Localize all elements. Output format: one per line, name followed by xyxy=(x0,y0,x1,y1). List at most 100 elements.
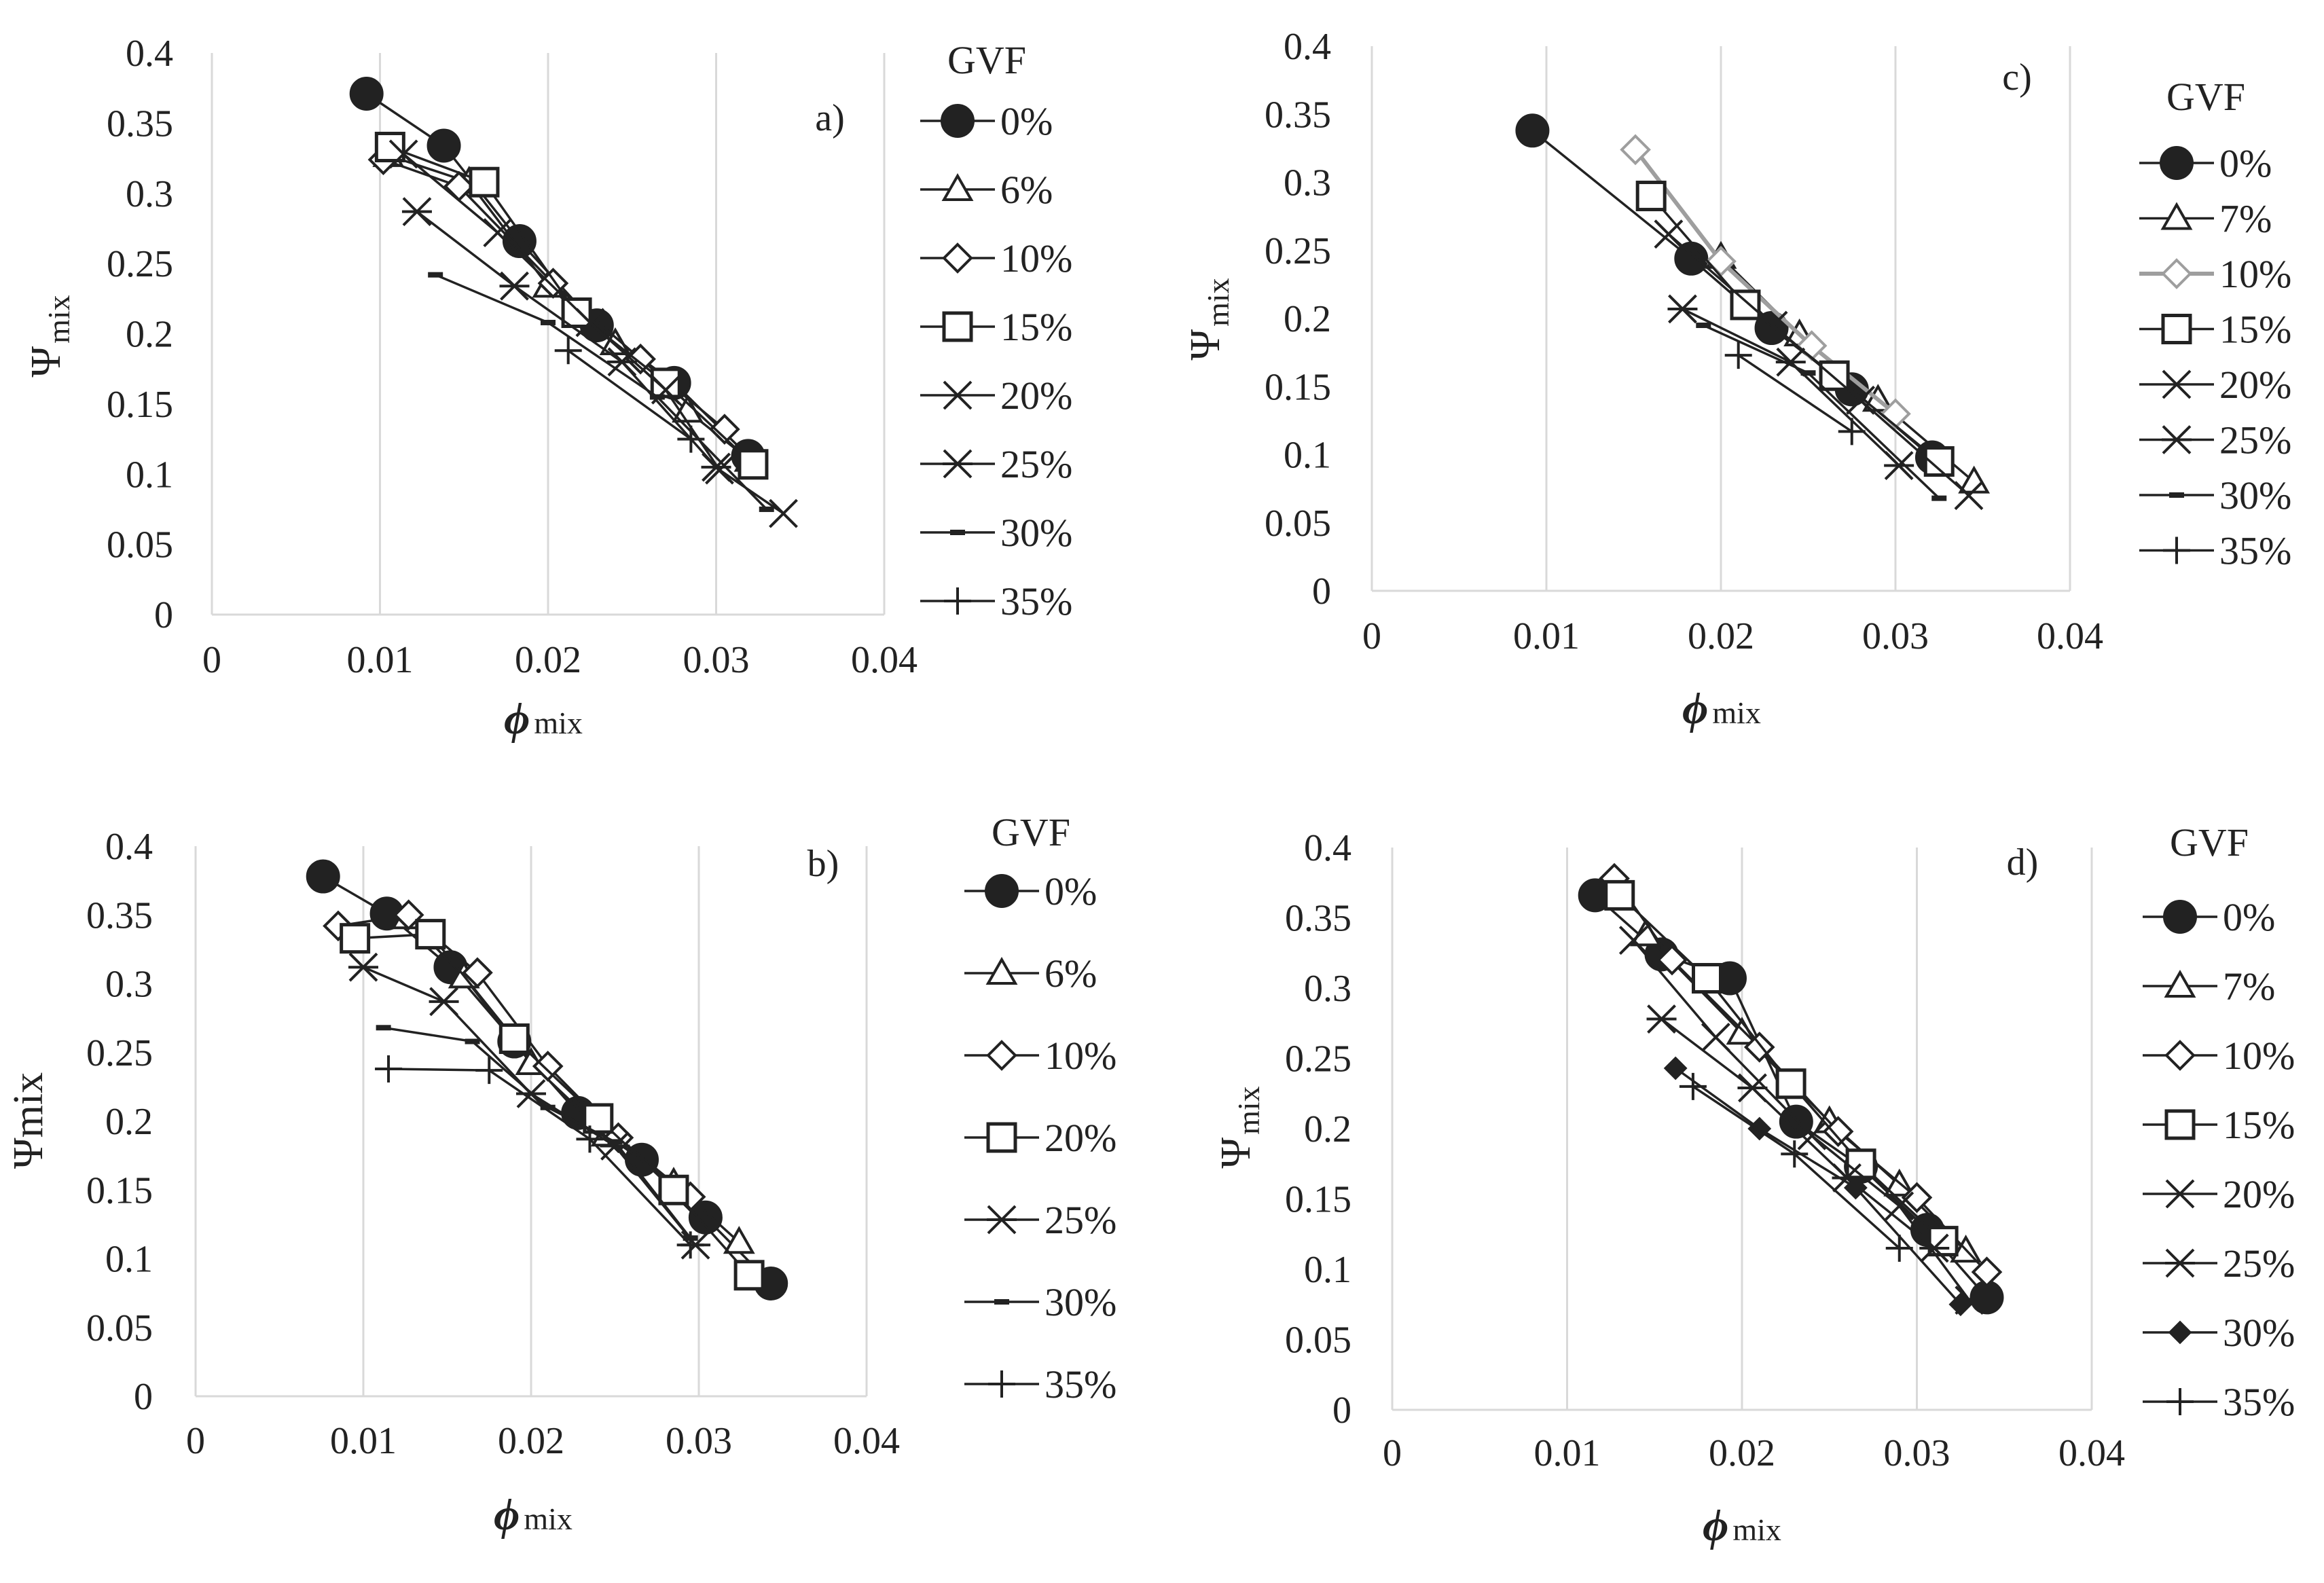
data-point xyxy=(1954,481,1984,511)
legend-item: 35% xyxy=(964,1362,1116,1406)
data-point xyxy=(475,1057,503,1085)
y-tick-label: 0 xyxy=(134,1376,153,1418)
legend-label: 30% xyxy=(1000,511,1072,555)
data-point xyxy=(1663,1056,1688,1080)
legend-marker xyxy=(941,172,974,201)
x-axis-label: ϕ mix xyxy=(494,1490,573,1540)
data-point xyxy=(374,132,405,163)
legend-label: 10% xyxy=(2219,252,2291,296)
data-point xyxy=(1800,370,1816,376)
data-point xyxy=(1679,1072,1707,1100)
data-point xyxy=(1724,342,1752,369)
x-tick-label: 0 xyxy=(186,1420,205,1462)
legend-marker xyxy=(985,956,1018,985)
data-point xyxy=(1885,1191,1914,1221)
series-line xyxy=(1675,1067,1962,1305)
y-tick-label: 0.15 xyxy=(1285,1179,1351,1221)
legend-item: 35% xyxy=(920,579,1072,623)
y-tick-label: 0.3 xyxy=(1304,968,1351,1010)
legend-marker xyxy=(988,1370,1015,1398)
y-tick-label: 0.3 xyxy=(126,173,173,215)
data-point xyxy=(388,139,418,169)
legend-label: 30% xyxy=(2223,1311,2295,1355)
y-tick-label: 0.2 xyxy=(1304,1108,1351,1150)
legend-item: 0% xyxy=(2139,141,2272,185)
x-axis-label: ϕ mix xyxy=(1682,684,1761,733)
legend-item: 10% xyxy=(2139,252,2291,296)
legend-title: GVF xyxy=(2166,75,2245,119)
y-tick-label: 0.4 xyxy=(105,826,153,868)
legend-item: 35% xyxy=(2143,1380,2295,1424)
data-point xyxy=(1885,1234,1913,1262)
panel-label: a) xyxy=(815,97,845,139)
y-tick-label: 0.4 xyxy=(126,33,173,75)
y-tick-label: 0.25 xyxy=(107,243,173,285)
y-tick-label: 0.2 xyxy=(1284,298,1331,340)
series-25% xyxy=(348,952,711,1260)
legend-label: 35% xyxy=(2219,529,2291,573)
data-point xyxy=(1901,1182,1933,1214)
legend-item: 30% xyxy=(2143,1311,2295,1355)
series-line xyxy=(1737,354,1853,433)
x-tick-label: 0.01 xyxy=(1513,615,1580,657)
legend-marker xyxy=(994,1299,1009,1305)
legend-marker xyxy=(2164,1040,2196,1071)
series-line xyxy=(1660,1018,1936,1250)
legend-label: 25% xyxy=(2219,418,2291,462)
data-point xyxy=(349,76,384,111)
data-point xyxy=(759,506,774,512)
legend-item: 25% xyxy=(2143,1241,2295,1286)
legend-marker xyxy=(2166,1388,2194,1415)
data-point xyxy=(1948,1292,1973,1317)
data-point xyxy=(1737,1073,1768,1103)
panel-label: d) xyxy=(2007,841,2039,884)
legend-marker xyxy=(941,104,975,138)
legend-item: 10% xyxy=(2143,1034,2295,1078)
legend-label: 7% xyxy=(2223,964,2275,1008)
legend-item: 30% xyxy=(964,1280,1116,1324)
y-tick-label: 0.35 xyxy=(107,103,173,145)
panel-0: 0 0.01 0.02 0.03 0.04 0 0.05 0.1 0.15 0.2 0.25 0.3 0… xyxy=(23,33,1072,744)
y-tick-label: 0.25 xyxy=(86,1032,153,1074)
data-point xyxy=(554,337,582,365)
data-point xyxy=(561,297,592,328)
data-point xyxy=(677,425,705,453)
y-tick-label: 0.4 xyxy=(1284,26,1331,68)
series-line xyxy=(416,211,717,469)
data-point xyxy=(1604,879,1635,911)
data-point xyxy=(1656,944,1688,976)
legend-item: 0% xyxy=(2143,895,2275,939)
y-axis-label: Ψmix xyxy=(23,295,76,377)
legend-marker xyxy=(2162,425,2192,454)
data-point xyxy=(1515,113,1550,148)
legend-label: 15% xyxy=(2223,1103,2295,1147)
data-point xyxy=(1730,289,1761,321)
x-tick-label: 0.03 xyxy=(666,1420,732,1462)
x-tick-label: 0.03 xyxy=(1862,615,1929,657)
y-axis-label: Ψmix xyxy=(1182,278,1235,360)
data-point xyxy=(469,166,500,198)
legend-item: 20% xyxy=(2139,363,2291,407)
data-point xyxy=(1701,1023,1730,1052)
y-tick-label: 0.4 xyxy=(1304,827,1351,869)
y-tick-label: 0.25 xyxy=(1265,230,1331,272)
data-point xyxy=(1838,418,1866,445)
x-tick-label: 0.04 xyxy=(851,639,918,681)
legend-item: 10% xyxy=(920,236,1072,280)
series-25% xyxy=(1646,1004,1950,1263)
legend-item: 7% xyxy=(2139,197,2272,241)
legend-title: GVF xyxy=(2170,820,2249,865)
data-point xyxy=(738,449,769,480)
legend-label: 30% xyxy=(1045,1280,1116,1324)
y-tick-label: 0.35 xyxy=(1265,94,1331,136)
data-point xyxy=(1971,1256,2003,1288)
y-tick-label: 0.1 xyxy=(105,1239,153,1281)
legend-label: 0% xyxy=(2223,895,2275,939)
legend-item: 35% xyxy=(2139,529,2291,573)
data-point xyxy=(376,1025,391,1031)
legend-item: 25% xyxy=(964,1198,1116,1242)
y-tick-label: 0.35 xyxy=(1285,898,1351,940)
data-point xyxy=(462,957,493,989)
panel-label: b) xyxy=(807,843,839,885)
